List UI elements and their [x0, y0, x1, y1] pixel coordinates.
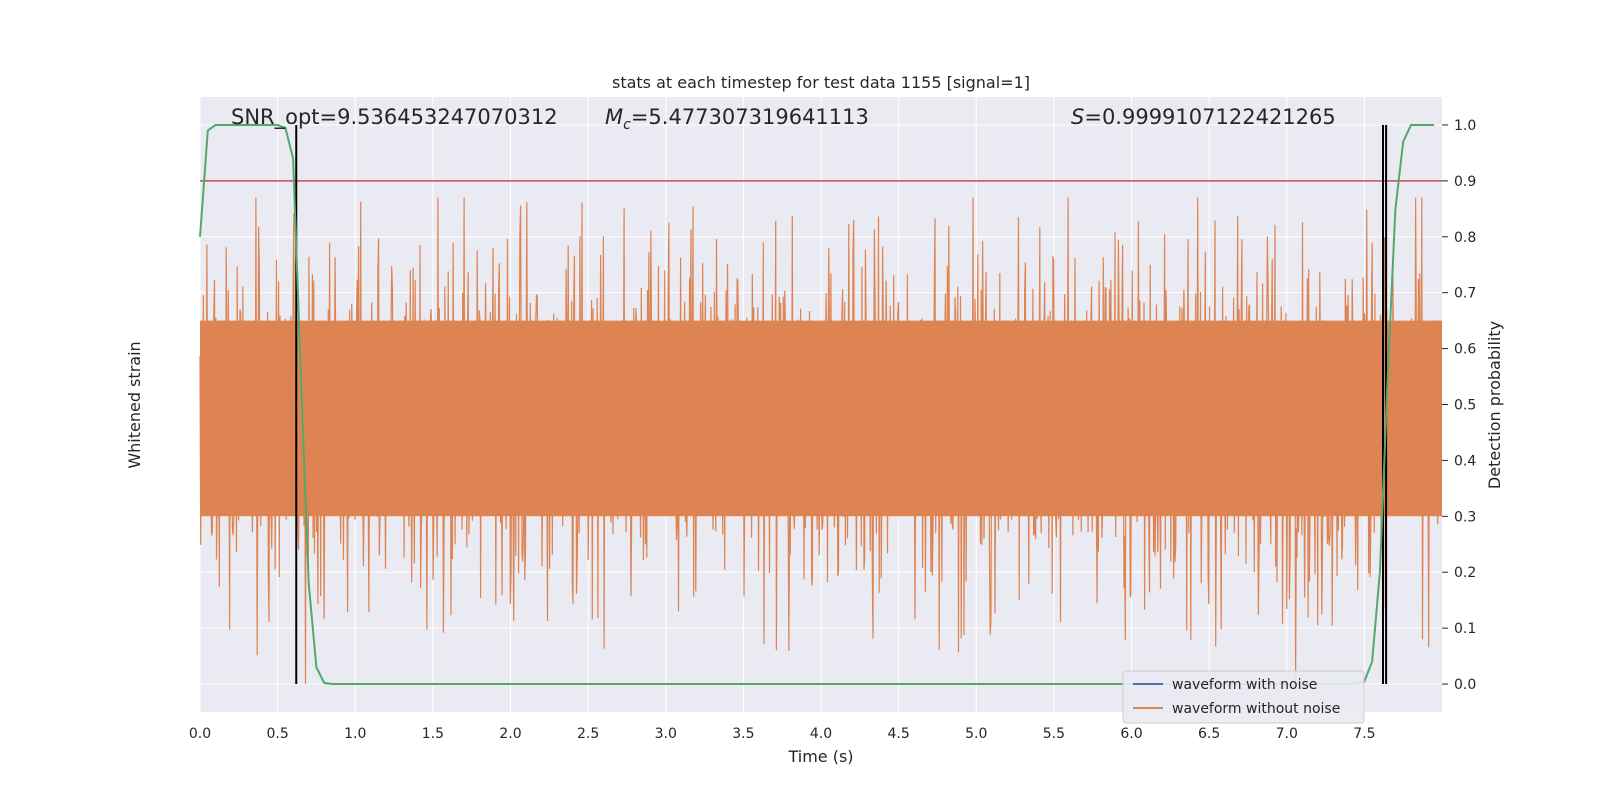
mc-subscript: c — [623, 117, 631, 133]
x-tick-label-14: 7.0 — [1276, 726, 1298, 742]
probability-series — [199, 124, 1435, 685]
mc-annotation: Mc=5.477307319641113 — [605, 105, 869, 133]
x-tick-label-13: 6.5 — [1198, 726, 1220, 742]
x-tick-label-4: 2.0 — [499, 726, 521, 742]
y-tick-label-2: 0.2 — [1454, 565, 1476, 581]
x-axis-label: Time (s) — [787, 747, 853, 766]
y-tick-label-6: 0.6 — [1454, 342, 1476, 358]
x-tick-label-10: 5.0 — [965, 726, 987, 742]
s-annotation: S=0.9999107122421265 — [1071, 105, 1336, 129]
x-axis-ticks: 0.0 0.5 1.0 1.5 2.0 2.5 3.0 3.5 4.0 4.5 5.0 5.5 6.0 6… — [189, 726, 1376, 742]
x-tick-label-7: 3.5 — [732, 726, 754, 742]
y-tick-label-8: 0.8 — [1454, 230, 1476, 246]
x-tick-label-2: 1.0 — [344, 726, 366, 742]
x-tick-label-11: 5.5 — [1043, 726, 1065, 742]
legend-label-without-noise: waveform without noise — [1172, 701, 1340, 717]
x-tick-label-12: 6.0 — [1120, 726, 1142, 742]
y-tick-label-3: 0.3 — [1454, 509, 1476, 525]
y-right-axis-ticks: 0.0 0.1 0.2 0.3 0.4 0.5 0.6 0.7 0.8 0.9 1.0 — [1442, 118, 1476, 693]
y-tick-label-0: 0.0 — [1454, 677, 1476, 693]
x-tick-label-15: 7.5 — [1353, 726, 1375, 742]
x-tick-label-0: 0.0 — [189, 726, 211, 742]
x-tick-label-5: 2.5 — [577, 726, 599, 742]
mc-value: =5.477307319641113 — [631, 105, 869, 129]
y-right-axis-label: Detection probability — [1485, 321, 1504, 489]
y-tick-label-10: 1.0 — [1454, 118, 1476, 134]
y-tick-label-9: 0.9 — [1454, 174, 1476, 190]
legend-box — [1122, 670, 1365, 724]
y-tick-label-7: 0.7 — [1454, 286, 1476, 302]
x-tick-label-6: 3.0 — [655, 726, 677, 742]
y-left-axis-label: Whitened strain — [125, 341, 144, 468]
y-tick-label-5: 0.5 — [1454, 398, 1476, 414]
y-tick-label-1: 0.1 — [1454, 621, 1476, 637]
strain-series — [199, 197, 1442, 685]
s-symbol: S — [1071, 105, 1084, 129]
legend: waveform with noise waveform without noi… — [1122, 670, 1365, 724]
x-tick-label-9: 4.5 — [887, 726, 909, 742]
x-tick-label-3: 1.5 — [422, 726, 444, 742]
legend-label-with-noise: waveform with noise — [1172, 677, 1317, 693]
probability-line — [199, 124, 1435, 685]
mc-symbol: M — [605, 105, 623, 129]
chart-title: stats at each timestep for test data 115… — [612, 73, 1030, 92]
snr-annotation: SNR_opt=9.536453247070312 — [231, 105, 558, 130]
y-tick-label-4: 0.4 — [1454, 453, 1476, 469]
s-value: =0.9999107122421265 — [1084, 105, 1335, 129]
x-tick-label-1: 0.5 — [266, 726, 288, 742]
x-tick-label-8: 4.0 — [810, 726, 832, 742]
strain-line-without-noise — [199, 197, 1441, 685]
